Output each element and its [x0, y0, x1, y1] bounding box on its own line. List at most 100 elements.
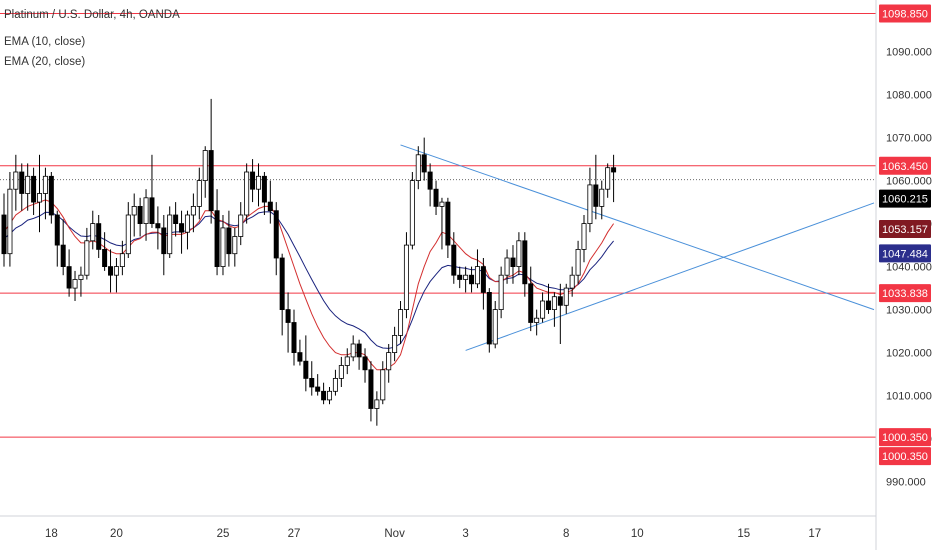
time-tick-label: Nov [384, 528, 405, 540]
candle-body [179, 223, 185, 233]
candle-body [78, 274, 84, 280]
candle-body [267, 201, 273, 212]
price-tag-label: 1098.850 [882, 9, 928, 21]
candle-body [403, 244, 409, 311]
candle-body [250, 171, 256, 190]
candle-body [439, 201, 445, 207]
candle-body [321, 390, 327, 401]
candle-body [173, 214, 179, 225]
price-tick-label: 990.000 [886, 477, 926, 489]
candle-body [368, 369, 374, 409]
candle-body [226, 227, 232, 255]
candle-body [143, 197, 149, 225]
candle-body [184, 214, 190, 233]
candle-body [113, 266, 119, 276]
candle-body [297, 352, 303, 362]
candle-body [409, 180, 415, 246]
candle-body [486, 291, 492, 345]
candle-body [480, 266, 486, 293]
candle-body [125, 214, 131, 255]
price-tick-label: 1010.000 [886, 391, 932, 403]
candle-body [54, 214, 60, 246]
candle-body [421, 154, 427, 173]
candle-body [593, 184, 599, 207]
price-tag-label: 1047.484 [882, 248, 928, 260]
price-tag-box [879, 284, 931, 303]
candle-body [380, 369, 386, 401]
candle-body [220, 227, 226, 267]
price-tag-label: 1000.350 [882, 451, 928, 463]
price-tag-label: 1033.838 [882, 288, 928, 300]
candle-body [1, 214, 7, 255]
candle-body [563, 287, 569, 306]
price-tick-label: 1040.000 [886, 262, 932, 274]
candle-body [137, 205, 143, 224]
candle-body [327, 390, 333, 401]
price-tags: 1098.850 1063.450 1060.215 1053.157 1047.484… [879, 4, 931, 466]
price-tag-box [879, 447, 931, 466]
candle-body [291, 322, 297, 354]
candle-body [273, 210, 279, 259]
candle-body [457, 274, 463, 280]
candle-body [208, 150, 214, 212]
candle-body [356, 343, 362, 358]
price-tick-label: 1070.000 [886, 133, 932, 145]
candle-body [149, 197, 155, 225]
price-tag-box [879, 220, 931, 239]
ema20-line [3, 211, 614, 349]
price-tag-label: 1063.450 [882, 161, 928, 173]
candle-body [238, 214, 244, 237]
price-tag-box [879, 189, 931, 208]
time-tick-label: 25 [217, 528, 230, 540]
indicator-label-ema20[interactable]: EMA (20, close) [4, 56, 86, 68]
candle-body [362, 356, 368, 371]
horizontal-levels [0, 13, 876, 438]
time-tick-label: 20 [110, 528, 123, 540]
candle-body [214, 210, 220, 267]
price-tick-label: 1030.000 [886, 305, 932, 317]
candle-body [96, 223, 102, 250]
candle-body [190, 205, 196, 216]
candle-body [13, 171, 19, 190]
price-tag-box [879, 244, 931, 263]
candle-body [84, 240, 90, 276]
candle-body [303, 360, 309, 379]
candle-body [161, 227, 167, 255]
candle-body [415, 154, 421, 182]
candle-body [48, 175, 54, 216]
candle-body [398, 309, 404, 336]
candle-body [551, 296, 557, 311]
candle-body [315, 386, 321, 392]
candle-body [463, 274, 469, 280]
trendline [400, 144, 875, 311]
candle-body [374, 399, 380, 409]
price-tag-label: 1000.350 [882, 432, 928, 444]
price-axis: 990.0001000.0001010.0001020.0001030.0001… [886, 47, 932, 489]
candle-body [90, 223, 96, 242]
candle-body [386, 352, 392, 371]
candlesticks [1, 98, 617, 426]
candle-body [569, 274, 575, 289]
time-tick-label: 15 [737, 528, 750, 540]
price-tag-box [879, 4, 931, 23]
candle-body [261, 175, 267, 203]
candle-body [42, 175, 48, 194]
candle-body [522, 240, 528, 285]
candle-body [392, 334, 398, 353]
candle-body [528, 283, 534, 323]
trendlines [400, 144, 875, 351]
candle-body [516, 240, 522, 268]
candle-body [350, 343, 356, 358]
time-tick-label: 17 [808, 528, 821, 540]
indicator-label-ema10[interactable]: EMA (10, close) [4, 36, 86, 48]
candle-body [19, 171, 25, 194]
candle-body [498, 274, 504, 311]
candle-body [60, 244, 66, 268]
price-tag-label: 1053.157 [882, 224, 928, 236]
candle-body [575, 248, 581, 276]
candle-body [108, 266, 114, 276]
price-tag-box [879, 428, 931, 447]
candle-body [605, 167, 611, 190]
candle-body [492, 309, 498, 345]
